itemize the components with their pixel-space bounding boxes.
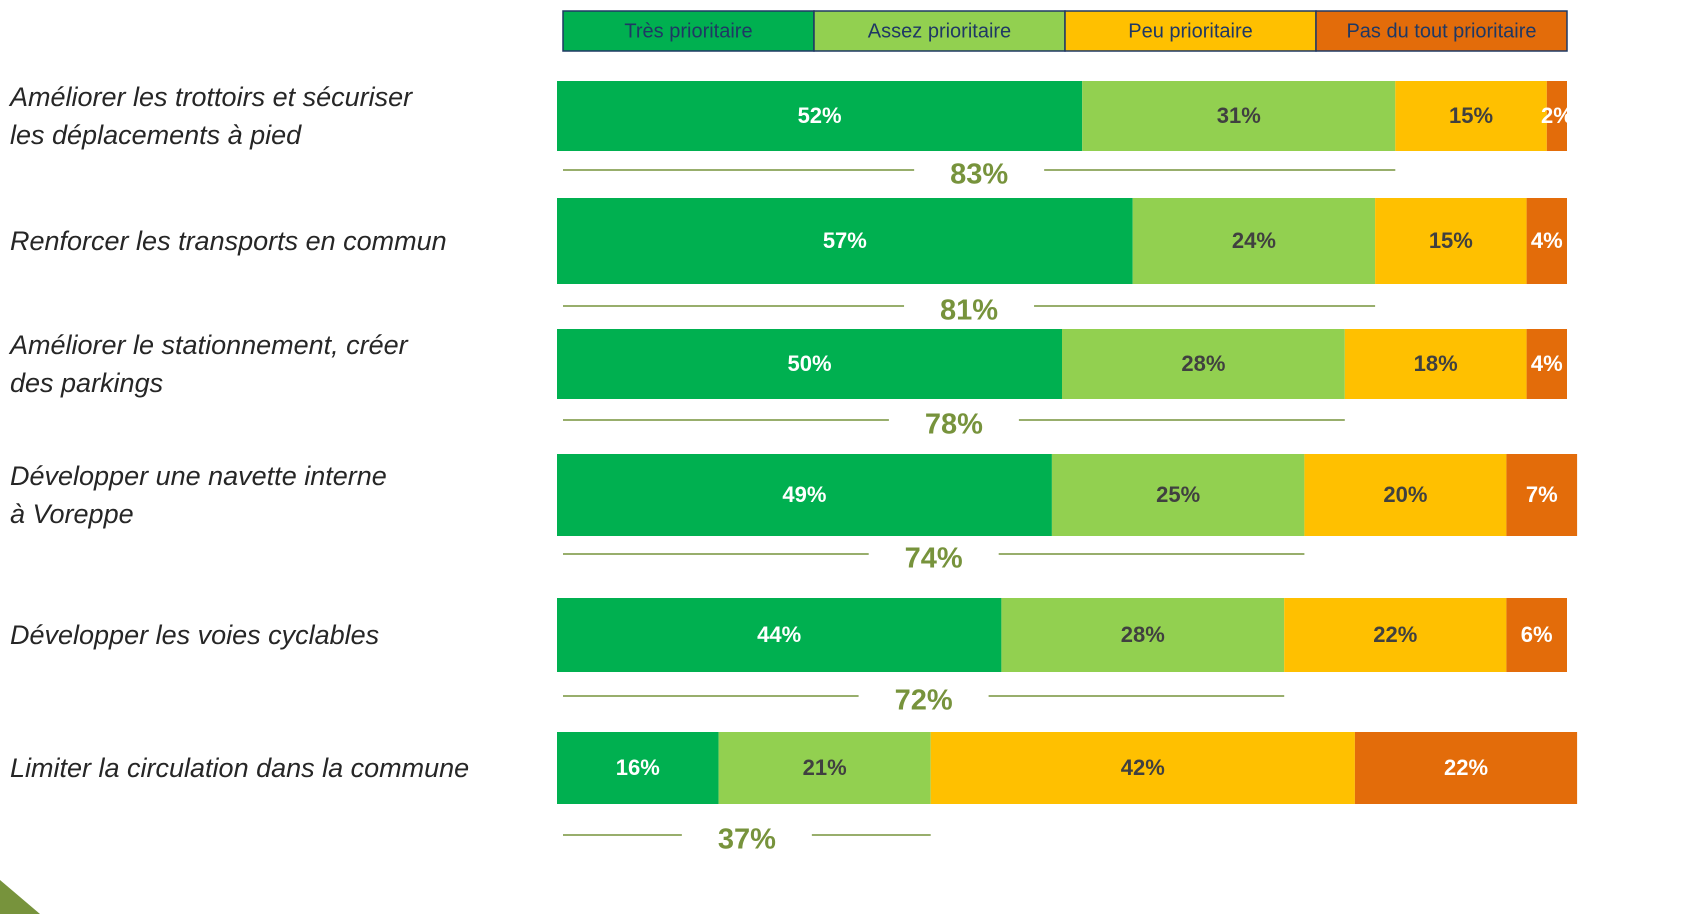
value-label: 7% xyxy=(1526,482,1558,507)
legend-swatch xyxy=(1064,10,1317,52)
value-label: 50% xyxy=(787,351,831,376)
bar-segment xyxy=(557,198,1133,284)
value-label: 49% xyxy=(782,482,826,507)
bar-segment xyxy=(1354,732,1578,804)
legend-label: Assez prioritaire xyxy=(868,20,1011,42)
bar-segment xyxy=(1526,329,1567,399)
value-label: 15% xyxy=(1449,103,1493,128)
bar-segment xyxy=(1375,198,1527,284)
value-label: 18% xyxy=(1414,351,1458,376)
category-label: Développer les voies cyclables xyxy=(10,620,380,650)
value-label: 4% xyxy=(1531,351,1563,376)
total-label: 37% xyxy=(718,824,776,856)
bar-segment xyxy=(1304,454,1507,536)
bar-segment xyxy=(1001,598,1285,672)
total-label: 83% xyxy=(950,159,1008,191)
bar-segment xyxy=(1526,198,1567,284)
category-label: Limiter la circulation dans la commune xyxy=(10,753,470,783)
value-label: 16% xyxy=(616,755,660,780)
bar-segment xyxy=(1344,329,1527,399)
legend-label: Peu prioritaire xyxy=(1128,20,1253,42)
value-label: 57% xyxy=(823,228,867,253)
legend-swatch xyxy=(562,10,815,52)
value-label: 2% xyxy=(1541,103,1573,128)
total-label: 81% xyxy=(940,295,998,327)
value-label: 44% xyxy=(757,622,801,647)
total-label: 78% xyxy=(925,409,983,441)
bar-segment xyxy=(557,81,1083,151)
value-label: 22% xyxy=(1444,755,1488,780)
bar-segment xyxy=(1395,81,1547,151)
bar-segment xyxy=(718,732,931,804)
value-label: 25% xyxy=(1156,482,1200,507)
value-label: 31% xyxy=(1217,103,1261,128)
total-label: 74% xyxy=(905,543,963,575)
bar-segment xyxy=(1082,81,1396,151)
legend-label: Très prioritaire xyxy=(624,20,752,42)
bar-segment xyxy=(930,732,1355,804)
legend-label: Pas du tout prioritaire xyxy=(1346,20,1536,42)
value-label: 20% xyxy=(1383,482,1427,507)
value-label: 21% xyxy=(803,755,847,780)
bar-segment xyxy=(1132,198,1376,284)
category-label: Renforcer les transports en commun xyxy=(10,226,447,256)
value-label: 42% xyxy=(1121,755,1165,780)
bar-segment xyxy=(557,598,1002,672)
category-label: Améliorer le stationnement, créer des pa… xyxy=(10,330,408,398)
value-label: 52% xyxy=(798,103,842,128)
bar-segment xyxy=(1062,329,1345,399)
bar-segment xyxy=(1506,454,1578,536)
category-label: Améliorer les trottoirs et sécuriser les… xyxy=(10,82,413,150)
bar-segment xyxy=(1051,454,1305,536)
bar-segment xyxy=(557,732,719,804)
value-label: 4% xyxy=(1531,228,1563,253)
value-label: 28% xyxy=(1121,622,1165,647)
bar-segment xyxy=(557,454,1052,536)
value-label: 15% xyxy=(1429,228,1473,253)
legend-swatch xyxy=(813,10,1066,52)
total-label: 72% xyxy=(895,685,953,717)
category-label: Développer une navette interne à Voreppe xyxy=(10,461,387,529)
value-label: 22% xyxy=(1373,622,1417,647)
legend-swatch xyxy=(1315,10,1568,52)
bar-segment xyxy=(1284,598,1507,672)
bar-segment xyxy=(1506,598,1567,672)
value-label: 6% xyxy=(1521,622,1553,647)
bar-segment xyxy=(557,329,1062,399)
value-label: 24% xyxy=(1232,228,1276,253)
value-label: 28% xyxy=(1181,351,1225,376)
corner-decoration xyxy=(0,880,40,914)
bar-segment xyxy=(1546,81,1567,151)
